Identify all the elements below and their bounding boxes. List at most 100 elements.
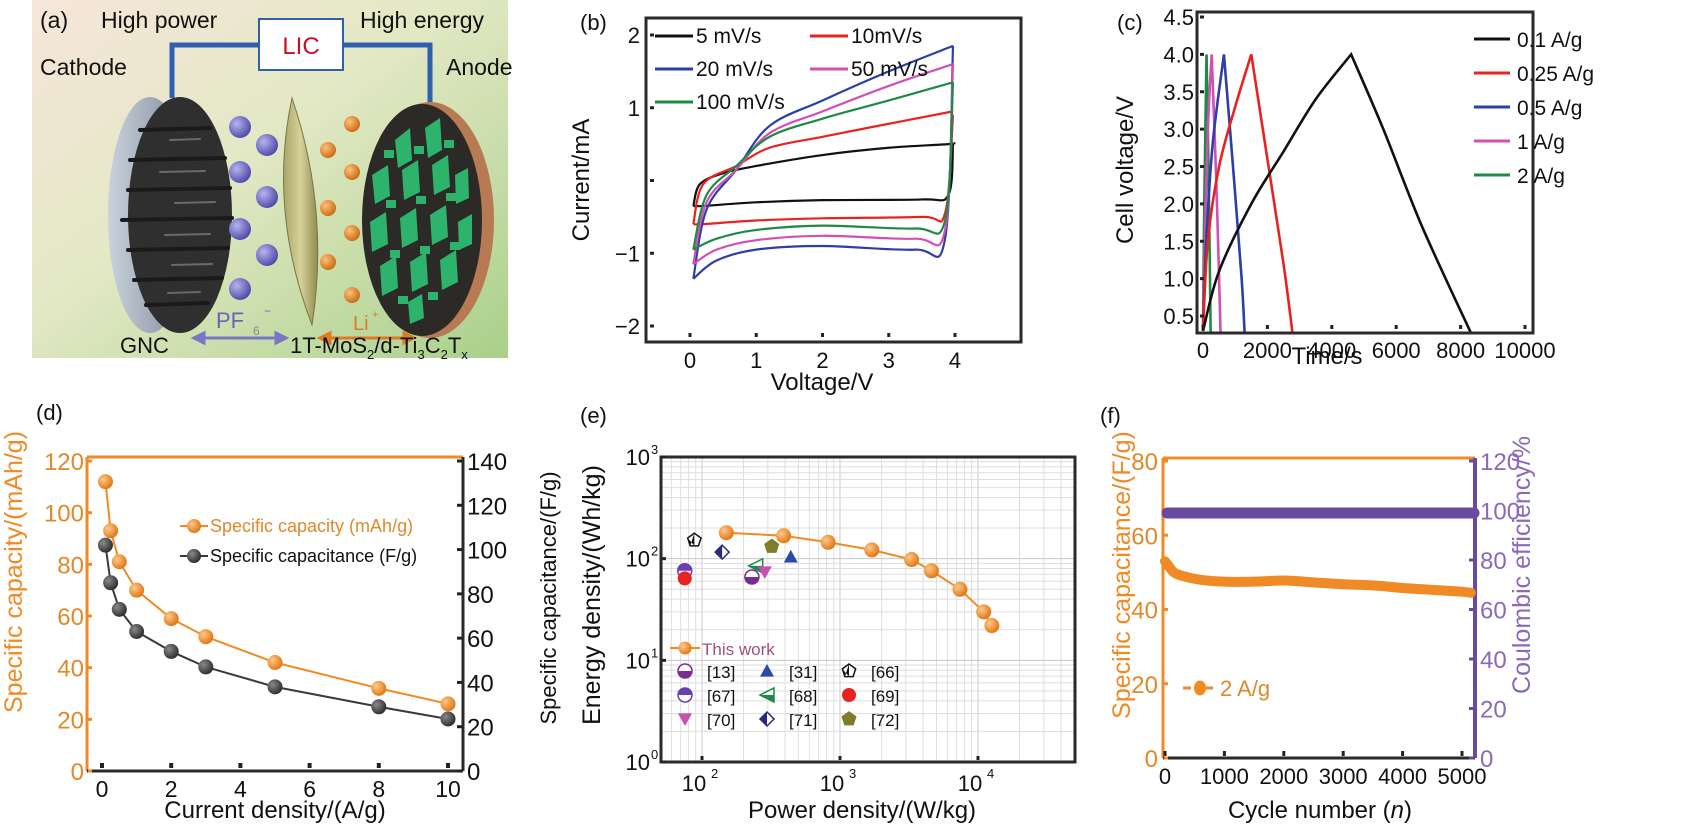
this-work-point [976, 604, 992, 620]
cathode-label: Cathode [40, 54, 127, 80]
y-tick-mark-left [1164, 459, 1168, 463]
legend-swatch-marker [760, 664, 774, 677]
y-tick-label: 4.5 [1163, 5, 1194, 30]
cv-curve-upper-3 [692, 63, 954, 265]
x-tick-label: 2 [165, 776, 178, 802]
x-axis-label: Voltage/V [771, 369, 874, 396]
legend-label: [13] [707, 663, 735, 682]
legend-swatch-marker [677, 663, 693, 679]
legend-label: [70] [707, 711, 735, 730]
x-tick-label: 4 [949, 348, 961, 373]
y-tick-label-left: 0 [1145, 746, 1158, 773]
y-tick-label: 0.5 [1163, 304, 1194, 329]
y-tick-mark-right [457, 592, 462, 596]
x-tick-label: 6000 [1372, 338, 1421, 363]
y-tick-label-right: 100 [467, 538, 507, 565]
marker-fill [677, 563, 692, 571]
legend-swatch-marker [758, 686, 775, 704]
reference-point-72 [764, 538, 780, 553]
data-point [129, 582, 145, 598]
y-tick-label: 10 [626, 547, 650, 572]
anion-spheres [229, 116, 278, 300]
y-tick-mark [1200, 52, 1204, 56]
legend-swatch-marker [678, 713, 692, 726]
y-tick-label-left: 20 [57, 707, 84, 734]
y-tick-label-right: 40 [467, 670, 494, 697]
reference-point-31 [783, 549, 798, 563]
this-work-point [820, 534, 836, 550]
legend-swatch-marker [841, 711, 857, 726]
high-energy-label: High energy [360, 7, 485, 33]
y-tick-label: 10 [626, 750, 650, 775]
y-tick-label-left: 120 [44, 449, 84, 476]
data-point [371, 699, 387, 715]
anion-label: PF [216, 308, 244, 333]
cathode-gnc-layer [128, 97, 232, 333]
cation-spheres [320, 116, 360, 303]
marker-fill [678, 688, 692, 695]
x-tick-label: 5000 [1438, 764, 1487, 789]
x-tick-mark [688, 333, 692, 337]
legend-label: 2 A/g [1517, 165, 1565, 188]
plot-frame [1195, 10, 1535, 335]
marker-fill [760, 712, 767, 726]
y-tick-label-right: 60 [467, 626, 494, 653]
cv-curve-upper-1 [692, 110, 954, 225]
y-tick-mark-right [1469, 707, 1474, 710]
marker-fill [715, 545, 723, 560]
y-tick-mark [650, 106, 654, 110]
legend-label: [69] [871, 687, 899, 706]
x-tick-mark [700, 756, 704, 760]
y-tick-mark-right [457, 680, 462, 684]
circuit-wire [169, 42, 433, 102]
legend-label: 5 mV/s [696, 25, 761, 48]
cv-curve-upper-0 [692, 141, 956, 207]
y-tick-mark-right [457, 725, 462, 729]
y-tick-mark [662, 455, 666, 459]
legend-label: Specific capacity (mAh/g) [210, 516, 413, 536]
y-tick-mark-right [1469, 509, 1474, 512]
legend-swatch-marker [677, 687, 693, 703]
y-tick-label-right: 80 [1480, 548, 1507, 575]
y-tick-mark [1200, 15, 1204, 19]
x-tick-mark [100, 763, 104, 768]
gcd-curve-0.5A/g [1201, 54, 1246, 332]
y-tick-mark-left [88, 769, 92, 773]
y-tick-mark-right [457, 769, 462, 773]
x-tick-mark [821, 333, 824, 337]
y-tick-exponent: 2 [651, 544, 658, 559]
x-tick-mark [1459, 325, 1463, 329]
legend-swatch-marker [678, 641, 692, 655]
x-tick-label: 6 [303, 776, 316, 802]
y-tick-mark [1200, 127, 1204, 131]
y-tick-mark-left [1164, 682, 1168, 686]
data-point [267, 655, 283, 670]
legend-label: [31] [789, 663, 817, 682]
data-point [97, 474, 113, 490]
x-tick-label: 1 [750, 348, 762, 373]
y-tick-label-left: 80 [1131, 449, 1158, 476]
marker-shape [678, 713, 692, 726]
panel-d-label: (d) [36, 400, 63, 425]
anode-material-label: 1T-MoS2/d-Ti3C2Tx [290, 333, 468, 362]
legend-label: 0.5 A/g [1517, 97, 1582, 120]
cv-curve-lower-4 [692, 82, 955, 251]
rate-curves [97, 474, 456, 727]
x-tick-mark [446, 763, 450, 768]
y-tick-mark [1200, 239, 1204, 243]
plot-frame [659, 455, 1077, 764]
legend-label: 100 mV/s [696, 91, 785, 114]
legend-swatch-marker [758, 710, 776, 728]
data-point [440, 696, 456, 712]
y-tick-label: 3.0 [1163, 117, 1194, 142]
marker-shape [841, 711, 857, 726]
y-tick-label-right: 20 [467, 715, 494, 742]
legend-label: 2 A/g [1220, 676, 1270, 701]
panel-d-rate-chart: (d) 0 2 4 6 8 1002040608010012002040608010012… [0, 400, 561, 824]
x-tick-mark [1201, 325, 1205, 329]
data-point [440, 711, 456, 727]
anion-superscript: − [264, 304, 271, 318]
separator [283, 96, 319, 327]
reference-point-70 [757, 566, 772, 579]
